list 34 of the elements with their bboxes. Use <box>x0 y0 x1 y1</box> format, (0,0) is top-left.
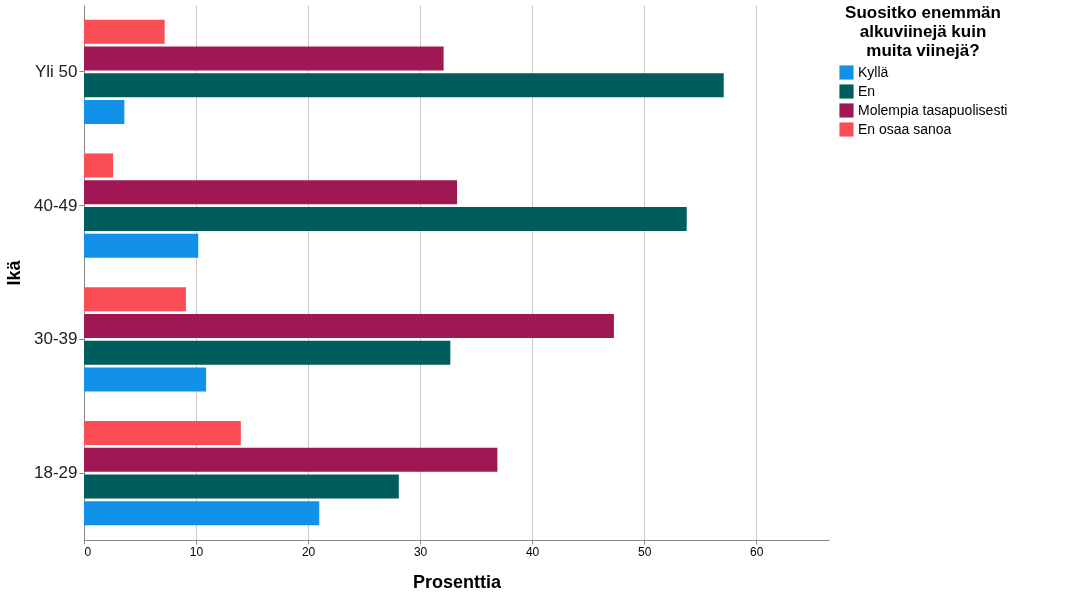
bar <box>84 233 199 258</box>
bar <box>84 180 458 205</box>
y-tick-label: 18-29 <box>34 463 78 483</box>
bar <box>84 367 207 392</box>
bar <box>84 46 444 71</box>
x-tick-label: 30 <box>413 544 428 559</box>
legend-label: En <box>858 82 876 99</box>
x-tick-label: 50 <box>637 544 652 559</box>
bar <box>84 287 186 312</box>
legend-label: En osaa sanoa <box>858 120 952 137</box>
legend-label: Molempia tasapuolisesti <box>858 101 1008 118</box>
legend-title: Suositko enemmän alkuviinejä kuin muita viinejä? <box>845 3 1001 60</box>
x-axis-title: Prosenttia <box>412 571 502 592</box>
bar <box>84 206 687 232</box>
y-tick-label: Yli 50 <box>34 61 78 81</box>
bar <box>84 501 320 526</box>
bar <box>84 313 614 339</box>
x-tick-label: 40 <box>525 544 540 559</box>
bar <box>84 447 498 472</box>
y-tick-label: 40-49 <box>34 195 78 215</box>
bar <box>84 153 114 178</box>
y-tick-label: 30-39 <box>34 329 78 349</box>
bar <box>84 99 125 125</box>
bar <box>84 474 399 499</box>
bar <box>84 340 451 365</box>
y-axis-title: Ikä <box>4 259 25 286</box>
x-tick-label: 10 <box>189 544 204 559</box>
bar <box>84 73 724 98</box>
x-tick-label: 60 <box>750 544 764 559</box>
x-tick-label: 0 <box>84 544 92 559</box>
bar <box>84 420 241 446</box>
bar <box>84 19 165 44</box>
x-tick-label: 20 <box>301 544 316 559</box>
legend-label: Kyllä <box>858 63 889 80</box>
